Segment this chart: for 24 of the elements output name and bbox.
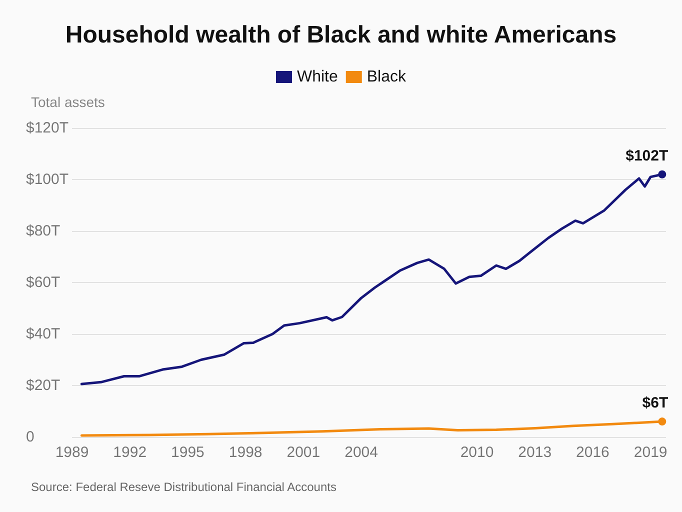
x-tick-label: 2016 — [576, 444, 610, 461]
chart-title: Household wealth of Black and white Americans — [65, 22, 617, 48]
x-tick-label: 2010 — [460, 444, 494, 461]
y-tick-label: 0 — [26, 428, 34, 446]
y-tick-label: $40T — [26, 326, 60, 342]
y-tick-label: $60T — [26, 274, 60, 291]
y-tick-label: $120T — [26, 120, 69, 136]
x-tick-label: 1995 — [171, 444, 204, 461]
data-label: $6T — [642, 394, 668, 412]
y-tick-label: $80T — [26, 222, 60, 240]
data-label: $102T — [626, 147, 668, 164]
x-tick-label: 2001 — [286, 444, 320, 461]
y-axis-title: Total assets — [31, 94, 105, 110]
y-tick-label: $100T — [26, 171, 69, 188]
x-tick-label: 1998 — [228, 444, 262, 461]
source-note: Source: Federal Reseve Distributional Financial Accounts — [31, 480, 336, 494]
legend-label: Black — [366, 68, 408, 86]
legend-label: White — [296, 68, 338, 86]
x-tick-label: 1989 — [55, 444, 89, 461]
x-tick-label: 2013 — [518, 444, 552, 461]
x-tick-label: 2019 — [634, 444, 668, 461]
x-tick-label: 2004 — [344, 444, 378, 461]
x-tick-label: 1992 — [113, 444, 147, 461]
y-tick-label: $20T — [26, 377, 60, 394]
